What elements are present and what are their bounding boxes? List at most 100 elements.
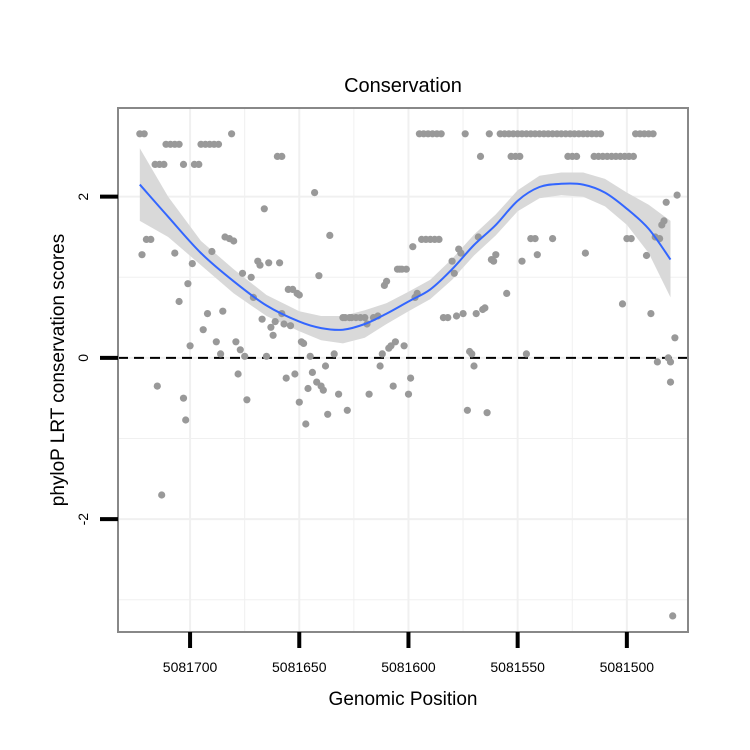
data-point xyxy=(258,315,266,323)
data-point xyxy=(400,342,408,350)
data-point xyxy=(243,396,251,404)
panel-border xyxy=(117,107,689,633)
x-axis-label: Genomic Position xyxy=(329,689,478,710)
data-point xyxy=(228,130,236,138)
data-point xyxy=(472,310,480,318)
data-point xyxy=(241,352,249,360)
data-point xyxy=(483,409,491,417)
data-point xyxy=(549,235,557,243)
data-point xyxy=(647,310,655,318)
plot-panel xyxy=(117,107,689,633)
data-point xyxy=(308,368,316,376)
y-tick-label: 0 xyxy=(75,354,91,362)
data-point xyxy=(383,277,391,285)
data-point xyxy=(409,243,417,251)
data-point xyxy=(516,152,524,160)
data-point xyxy=(315,272,323,280)
data-point xyxy=(276,259,284,267)
data-point xyxy=(673,191,681,199)
data-point xyxy=(203,310,212,318)
data-point xyxy=(402,265,410,273)
data-point xyxy=(326,231,334,239)
data-point xyxy=(147,235,155,243)
data-point xyxy=(175,140,183,148)
data-point xyxy=(179,160,188,168)
data-point xyxy=(461,130,469,138)
data-point xyxy=(304,384,312,393)
data-point xyxy=(186,342,194,350)
data-point xyxy=(629,152,638,160)
data-point xyxy=(669,612,677,620)
y-axis: -2 0 2 xyxy=(75,193,118,526)
data-point xyxy=(481,304,489,312)
data-point xyxy=(195,160,203,168)
data-point xyxy=(269,331,277,339)
data-point xyxy=(404,390,413,398)
data-point xyxy=(653,358,662,366)
data-point xyxy=(214,140,223,148)
data-point xyxy=(179,394,188,402)
data-point xyxy=(597,130,605,138)
data-point xyxy=(295,398,303,406)
data-point xyxy=(140,130,148,138)
data-point xyxy=(311,189,319,197)
data-point xyxy=(448,257,456,265)
data-point xyxy=(260,205,268,213)
data-point xyxy=(247,273,255,281)
data-point xyxy=(642,251,651,260)
data-point xyxy=(573,152,581,160)
data-point xyxy=(282,374,290,382)
data-point xyxy=(236,346,244,354)
data-point xyxy=(267,323,275,331)
data-point xyxy=(265,259,273,267)
data-point xyxy=(435,235,443,243)
data-point xyxy=(468,350,476,358)
data-point xyxy=(138,251,146,259)
data-point xyxy=(212,338,220,346)
data-point xyxy=(660,217,668,225)
data-point xyxy=(531,235,539,243)
data-point xyxy=(533,251,541,259)
y-axis-label: phyloP LRT conservation scores xyxy=(48,234,69,507)
data-point xyxy=(459,310,467,318)
data-point xyxy=(662,198,670,206)
data-point xyxy=(391,338,399,346)
data-point xyxy=(618,300,627,308)
y-tick-label: 2 xyxy=(75,193,91,201)
data-point xyxy=(492,251,500,259)
data-point xyxy=(407,374,415,382)
data-point xyxy=(234,370,242,378)
smooth-confidence-ribbon xyxy=(139,148,671,344)
data-point xyxy=(278,152,286,160)
data-point xyxy=(232,338,240,346)
data-point xyxy=(319,386,327,394)
smooth-trend-line xyxy=(139,182,672,331)
data-point xyxy=(271,318,279,326)
data-point xyxy=(343,406,351,414)
data-point xyxy=(490,257,498,265)
x-tick-label: 5081500 xyxy=(600,659,655,675)
data-point xyxy=(518,257,526,265)
data-point xyxy=(153,382,161,390)
y-tick-label: -2 xyxy=(75,513,91,526)
x-tick-label: 5081550 xyxy=(490,659,545,675)
data-point xyxy=(457,249,465,257)
data-point xyxy=(295,291,303,299)
data-point xyxy=(256,261,264,269)
data-point xyxy=(291,370,299,378)
data-point xyxy=(476,152,485,160)
data-point xyxy=(485,130,493,138)
x-tick-label: 5081700 xyxy=(163,659,218,675)
data-point xyxy=(286,322,295,330)
data-point xyxy=(378,350,386,358)
data-point xyxy=(522,350,531,358)
data-point xyxy=(365,390,373,398)
data-point xyxy=(649,130,657,138)
data-point xyxy=(184,280,192,288)
data-point xyxy=(158,491,166,499)
data-point xyxy=(230,237,238,245)
data-point xyxy=(666,358,675,366)
data-point xyxy=(302,420,310,428)
data-point xyxy=(306,352,314,360)
